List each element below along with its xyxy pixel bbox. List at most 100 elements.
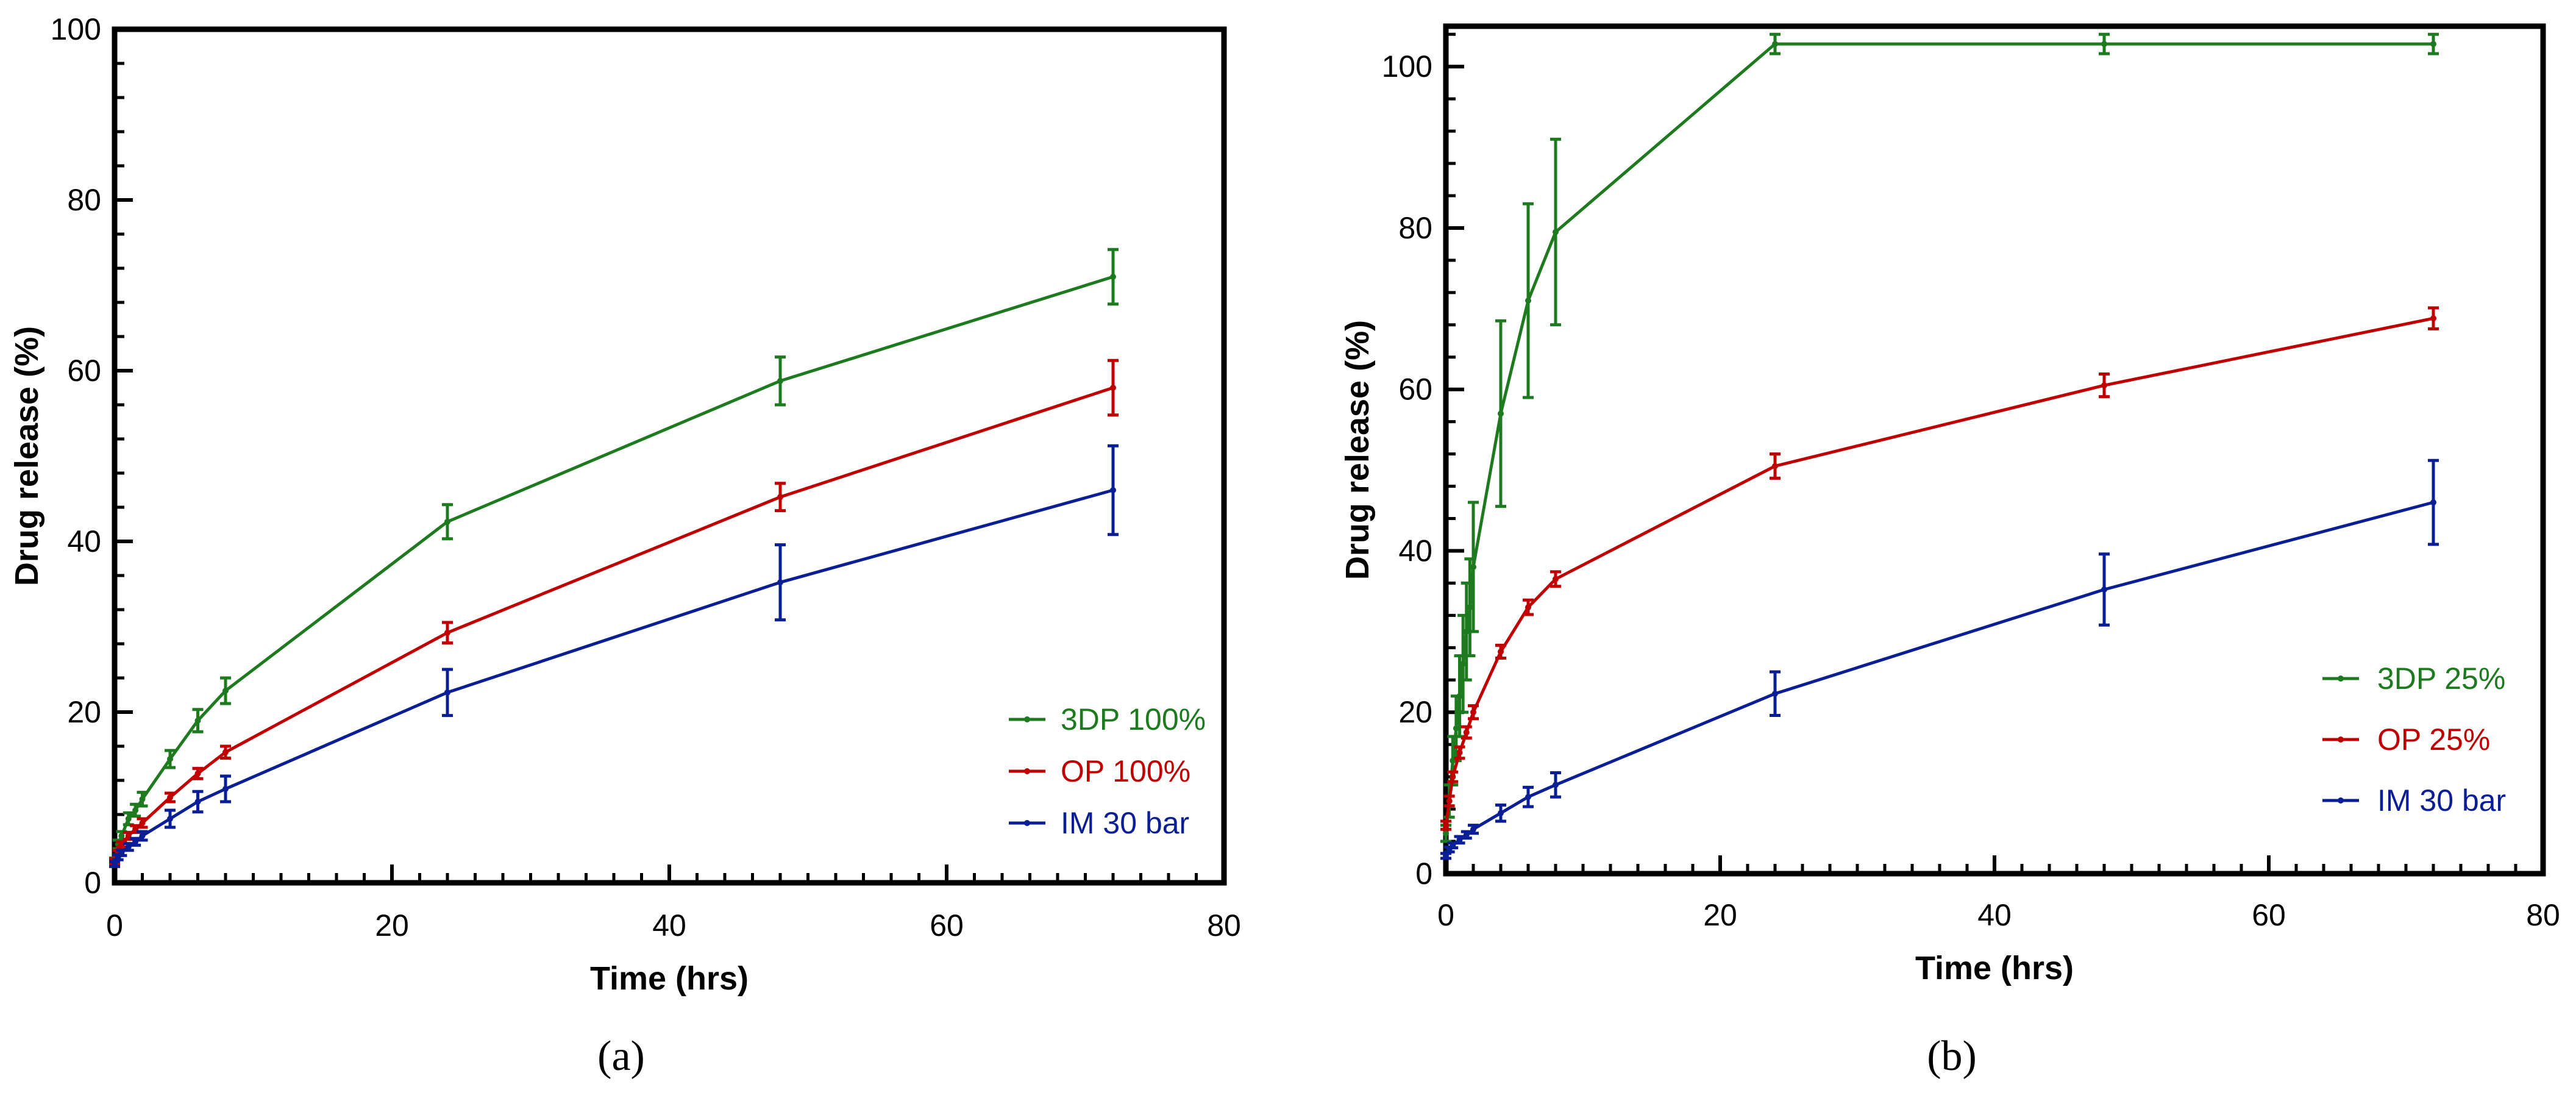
data-point (222, 688, 229, 694)
data-point (2101, 382, 2107, 389)
series-line (1444, 316, 2434, 825)
data-point (1110, 385, 1116, 391)
data-point (1525, 604, 1531, 611)
series-im-30-bar (1440, 458, 2439, 860)
data-point (194, 718, 201, 724)
data-point (777, 494, 783, 501)
data-point (2101, 586, 2107, 593)
y-tick-label: 0 (84, 866, 101, 900)
data-point (1772, 463, 1778, 469)
series-3dp-25- (1440, 32, 2439, 843)
y-tick-label: 0 (1415, 857, 1432, 891)
series-line (113, 488, 1114, 865)
x-tick-label: 0 (1437, 898, 1454, 932)
data-point (1525, 298, 1531, 304)
data-point (139, 820, 146, 826)
data-point (1553, 576, 1559, 582)
legend-marker (2338, 797, 2344, 804)
legend-entry: IM 30 bar (2322, 783, 2506, 818)
data-point (444, 518, 450, 525)
x-tick-label: 40 (1977, 898, 2012, 932)
data-point (167, 816, 173, 822)
data-point (194, 799, 201, 805)
legend-entry: OP 100% (1009, 754, 1190, 788)
data-point (1553, 782, 1559, 788)
data-point (194, 770, 201, 777)
data-point (1443, 822, 1449, 829)
legend-marker (2338, 736, 2344, 743)
data-point (167, 794, 173, 800)
data-point (444, 629, 450, 636)
legend-entry: IM 30 bar (1009, 806, 1189, 840)
data-point (2430, 41, 2436, 48)
series-line (1444, 42, 2433, 834)
legend-label: 3DP 25% (2377, 661, 2505, 696)
data-point (1553, 229, 1559, 235)
x-tick-label: 60 (930, 908, 964, 943)
data-point (1456, 693, 1463, 699)
x-tick-label: 80 (1207, 908, 1241, 943)
data-point (1470, 709, 1476, 716)
data-point (1463, 729, 1470, 736)
legend-marker (1024, 716, 1030, 722)
legend-entry: 3DP 25% (2322, 661, 2505, 696)
data-point (1772, 690, 1778, 697)
legend-label: 3DP 100% (1061, 702, 1206, 736)
data-point (2101, 41, 2107, 48)
data-point (1470, 826, 1476, 833)
data-point (139, 833, 146, 839)
data-point (222, 786, 229, 792)
x-tick-label: 80 (2526, 898, 2560, 932)
data-point (112, 861, 118, 868)
y-tick-label: 20 (1398, 695, 1432, 729)
data-point (1525, 794, 1531, 800)
data-point (118, 833, 125, 839)
legend-entry: 3DP 100% (1009, 702, 1206, 736)
y-tick-label: 80 (1398, 211, 1432, 245)
data-point (1772, 41, 1778, 48)
data-point (2430, 315, 2436, 322)
data-point (132, 807, 139, 813)
y-tick-label: 80 (67, 183, 101, 217)
series-op-100- (109, 358, 1119, 866)
y-tick-label: 60 (67, 354, 101, 388)
series-line (1444, 501, 2434, 857)
data-point (2430, 499, 2436, 506)
y-tick-label: 60 (1398, 373, 1432, 407)
legend-entry: OP 25% (2322, 722, 2490, 757)
series-line (113, 386, 1114, 862)
data-point (167, 756, 173, 762)
data-point (1443, 852, 1449, 859)
data-point (777, 579, 783, 586)
y-tick-label: 40 (67, 524, 101, 558)
data-point (1470, 563, 1476, 570)
data-point (1456, 749, 1463, 756)
plot-frame (112, 26, 1227, 886)
legend-marker (2338, 676, 2344, 682)
panel-label: (a) (597, 1033, 645, 1080)
data-point (1443, 830, 1449, 836)
data-point (777, 377, 783, 384)
legend-label: OP 100% (1061, 754, 1190, 788)
data-point (1467, 604, 1473, 611)
panel-label: (b) (1927, 1033, 1977, 1080)
data-point (444, 689, 450, 696)
data-point (222, 749, 229, 755)
data-point (1446, 797, 1453, 804)
y-axis-title: Drug release (%) (9, 326, 45, 586)
data-point (1110, 274, 1116, 280)
data-point (1498, 810, 1504, 816)
legend-marker (1024, 768, 1030, 774)
legend-label: IM 30 bar (1061, 806, 1189, 840)
legend-marker (1024, 820, 1030, 826)
x-tick-label: 0 (106, 908, 123, 943)
x-tick-label: 20 (375, 908, 409, 943)
y-tick-label: 20 (67, 695, 101, 729)
chart-panel-b: 0 20 40 60 80 0 20 40 60 80 100 Time (hrs) Drug rele… (1339, 23, 2560, 1080)
y-axis-title: Drug release (%) (1339, 320, 1376, 580)
data-point (1498, 648, 1504, 655)
series-im-30-bar (109, 444, 1119, 868)
x-tick-label: 60 (2252, 898, 2286, 932)
y-tick-label: 100 (1382, 49, 1432, 84)
